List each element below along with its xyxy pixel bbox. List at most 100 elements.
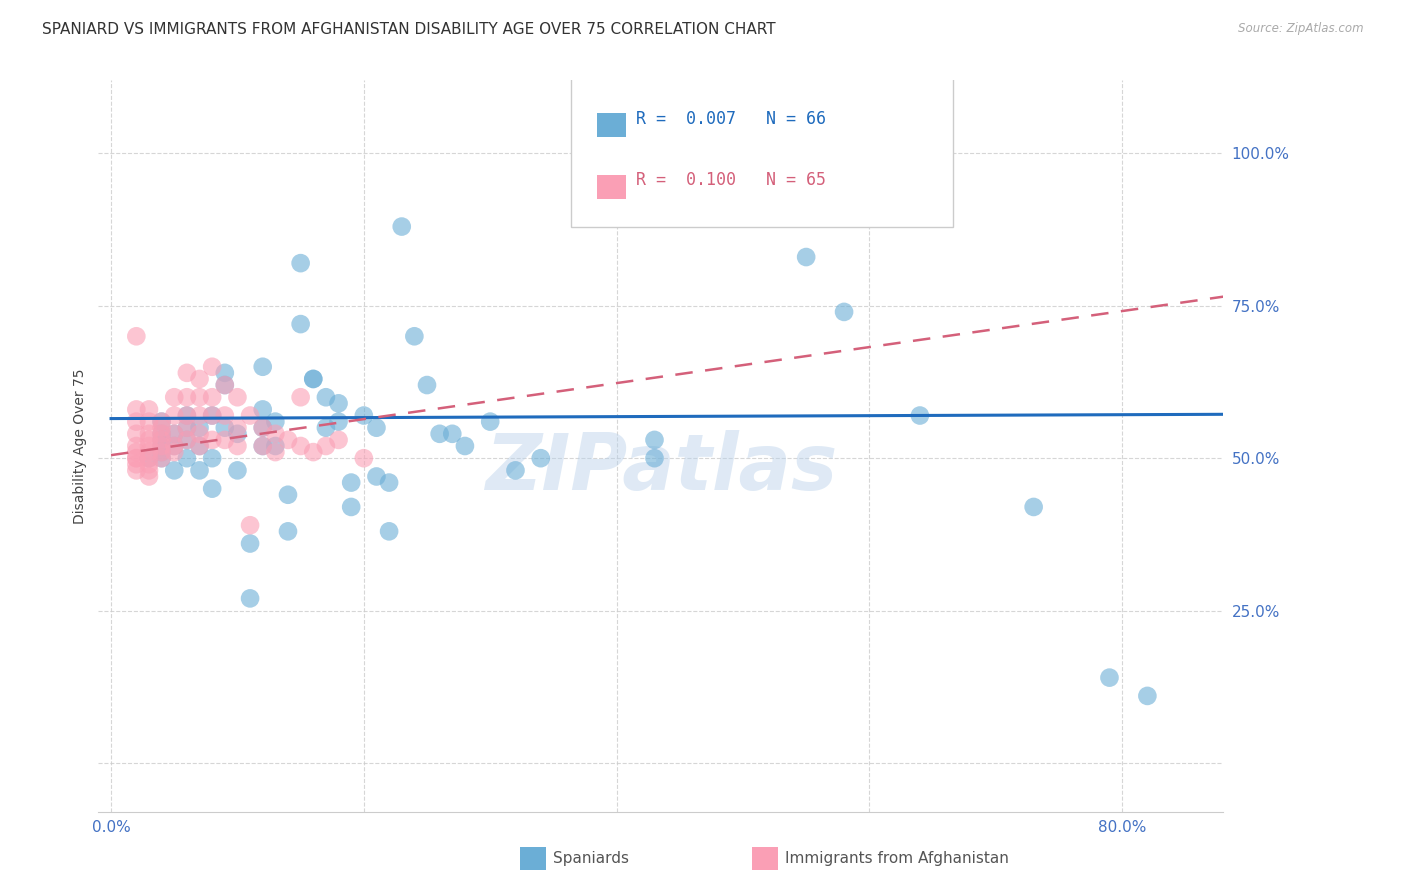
Point xyxy=(239,591,262,606)
Point xyxy=(138,433,160,447)
Point xyxy=(138,458,160,472)
Point xyxy=(252,402,274,417)
Point xyxy=(277,433,299,447)
Point xyxy=(176,366,198,380)
Point xyxy=(150,415,173,429)
Point xyxy=(226,390,249,404)
Point xyxy=(441,426,464,441)
Point xyxy=(201,433,224,447)
Point xyxy=(150,426,173,441)
Point xyxy=(150,426,173,441)
Point xyxy=(290,317,312,331)
Point xyxy=(125,463,148,477)
Point xyxy=(201,359,224,374)
Point xyxy=(264,439,287,453)
Text: Immigrants from Afghanistan: Immigrants from Afghanistan xyxy=(785,851,1008,865)
Point xyxy=(264,426,287,441)
Point xyxy=(277,488,299,502)
Point xyxy=(214,421,236,435)
Point xyxy=(138,463,160,477)
Point xyxy=(176,451,198,466)
Point xyxy=(315,439,337,453)
FancyBboxPatch shape xyxy=(571,77,953,227)
Text: ZIPatlas: ZIPatlas xyxy=(485,430,837,506)
Point xyxy=(176,409,198,423)
Text: R =  0.007   N = 66: R = 0.007 N = 66 xyxy=(636,110,827,128)
Point xyxy=(226,426,249,441)
Point xyxy=(378,475,401,490)
Point xyxy=(150,445,173,459)
Point xyxy=(416,378,439,392)
Point xyxy=(201,409,224,423)
Point xyxy=(138,415,160,429)
Point xyxy=(252,359,274,374)
Point xyxy=(226,421,249,435)
Point xyxy=(353,409,375,423)
Point xyxy=(188,390,211,404)
Point xyxy=(201,451,224,466)
Point xyxy=(125,451,148,466)
Point xyxy=(252,421,274,435)
Point xyxy=(214,366,236,380)
Point xyxy=(315,390,337,404)
Point xyxy=(125,415,148,429)
Point xyxy=(252,421,274,435)
Point xyxy=(794,250,817,264)
Point xyxy=(188,372,211,386)
Point xyxy=(366,421,388,435)
Point xyxy=(239,518,262,533)
Point xyxy=(290,390,312,404)
Y-axis label: Disability Age Over 75: Disability Age Over 75 xyxy=(73,368,87,524)
Point xyxy=(429,426,451,441)
Point xyxy=(328,433,350,447)
Point xyxy=(176,421,198,435)
Point xyxy=(163,439,186,453)
Point xyxy=(176,433,198,447)
Point xyxy=(125,458,148,472)
Text: Source: ZipAtlas.com: Source: ZipAtlas.com xyxy=(1239,22,1364,36)
Point xyxy=(1098,671,1121,685)
Point xyxy=(264,445,287,459)
Point xyxy=(138,469,160,483)
Point xyxy=(328,415,350,429)
Point xyxy=(138,451,160,466)
Point xyxy=(391,219,413,234)
Point xyxy=(252,439,274,453)
Point xyxy=(125,439,148,453)
Point xyxy=(125,445,148,459)
Point xyxy=(150,445,173,459)
Point xyxy=(163,463,186,477)
Point xyxy=(366,469,388,483)
Point xyxy=(176,409,198,423)
Point xyxy=(163,426,186,441)
Point xyxy=(252,439,274,453)
Point xyxy=(163,409,186,423)
Point xyxy=(264,415,287,429)
Point xyxy=(908,409,931,423)
Point xyxy=(1136,689,1159,703)
Point xyxy=(138,426,160,441)
Point xyxy=(176,421,198,435)
Point xyxy=(201,482,224,496)
Point xyxy=(644,451,666,466)
Point xyxy=(353,451,375,466)
Point xyxy=(479,415,502,429)
Point xyxy=(290,256,312,270)
Point xyxy=(125,329,148,343)
Point xyxy=(302,445,325,459)
Text: R =  0.100   N = 65: R = 0.100 N = 65 xyxy=(636,171,827,189)
Point xyxy=(138,402,160,417)
Point xyxy=(214,433,236,447)
Point xyxy=(150,451,173,466)
Point xyxy=(214,409,236,423)
Point xyxy=(340,475,363,490)
Point xyxy=(150,415,173,429)
Point xyxy=(188,439,211,453)
Point xyxy=(150,433,173,447)
Point xyxy=(150,439,173,453)
Point xyxy=(150,451,173,466)
Point xyxy=(832,305,855,319)
Point xyxy=(214,378,236,392)
Point xyxy=(454,439,477,453)
Point xyxy=(125,426,148,441)
